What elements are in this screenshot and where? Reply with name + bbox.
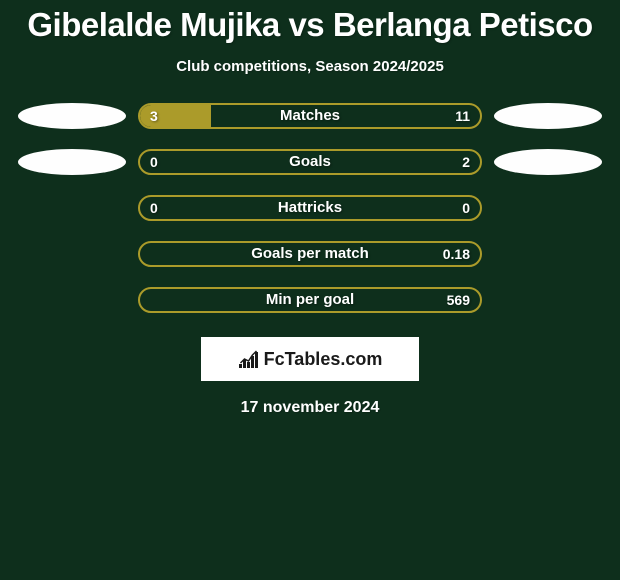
value-right: 0 [462, 197, 470, 219]
stat-bar: 3Matches11 [138, 103, 482, 129]
stat-row: Goals per match0.18 [10, 241, 610, 267]
stat-label: Matches [140, 105, 480, 127]
player-left-marker [18, 103, 126, 129]
date-label: 17 november 2024 [241, 399, 380, 417]
stat-bar: 0Goals2 [138, 149, 482, 175]
value-right: 0.18 [443, 243, 470, 265]
stat-label: Min per goal [140, 289, 480, 311]
stat-bar: Goals per match0.18 [138, 241, 482, 267]
stat-row: 0Goals2 [10, 149, 610, 175]
stat-label: Hattricks [140, 197, 480, 219]
page-title: Gibelalde Mujika vs Berlanga Petisco [27, 6, 592, 44]
subtitle: Club competitions, Season 2024/2025 [176, 58, 444, 75]
value-right: 569 [447, 289, 470, 311]
stat-row: Min per goal569 [10, 287, 610, 313]
stat-bar: 0Hattricks0 [138, 195, 482, 221]
stat-label: Goals [140, 151, 480, 173]
stat-rows-container: 3Matches110Goals20Hattricks0Goals per ma… [10, 103, 610, 333]
stat-row: 0Hattricks0 [10, 195, 610, 221]
stat-label: Goals per match [140, 243, 480, 265]
attribution-text: FcTables.com [264, 349, 383, 370]
comparison-infographic: Gibelalde Mujika vs Berlanga Petisco Clu… [0, 0, 620, 580]
player-right-marker [494, 103, 602, 129]
player-left-marker [18, 149, 126, 175]
attribution-box: FcTables.com [201, 337, 419, 381]
value-right: 11 [455, 105, 470, 127]
player-right-marker [494, 149, 602, 175]
stat-bar: Min per goal569 [138, 287, 482, 313]
value-right: 2 [462, 151, 470, 173]
stat-row: 3Matches11 [10, 103, 610, 129]
bar-chart-icon [238, 348, 260, 370]
